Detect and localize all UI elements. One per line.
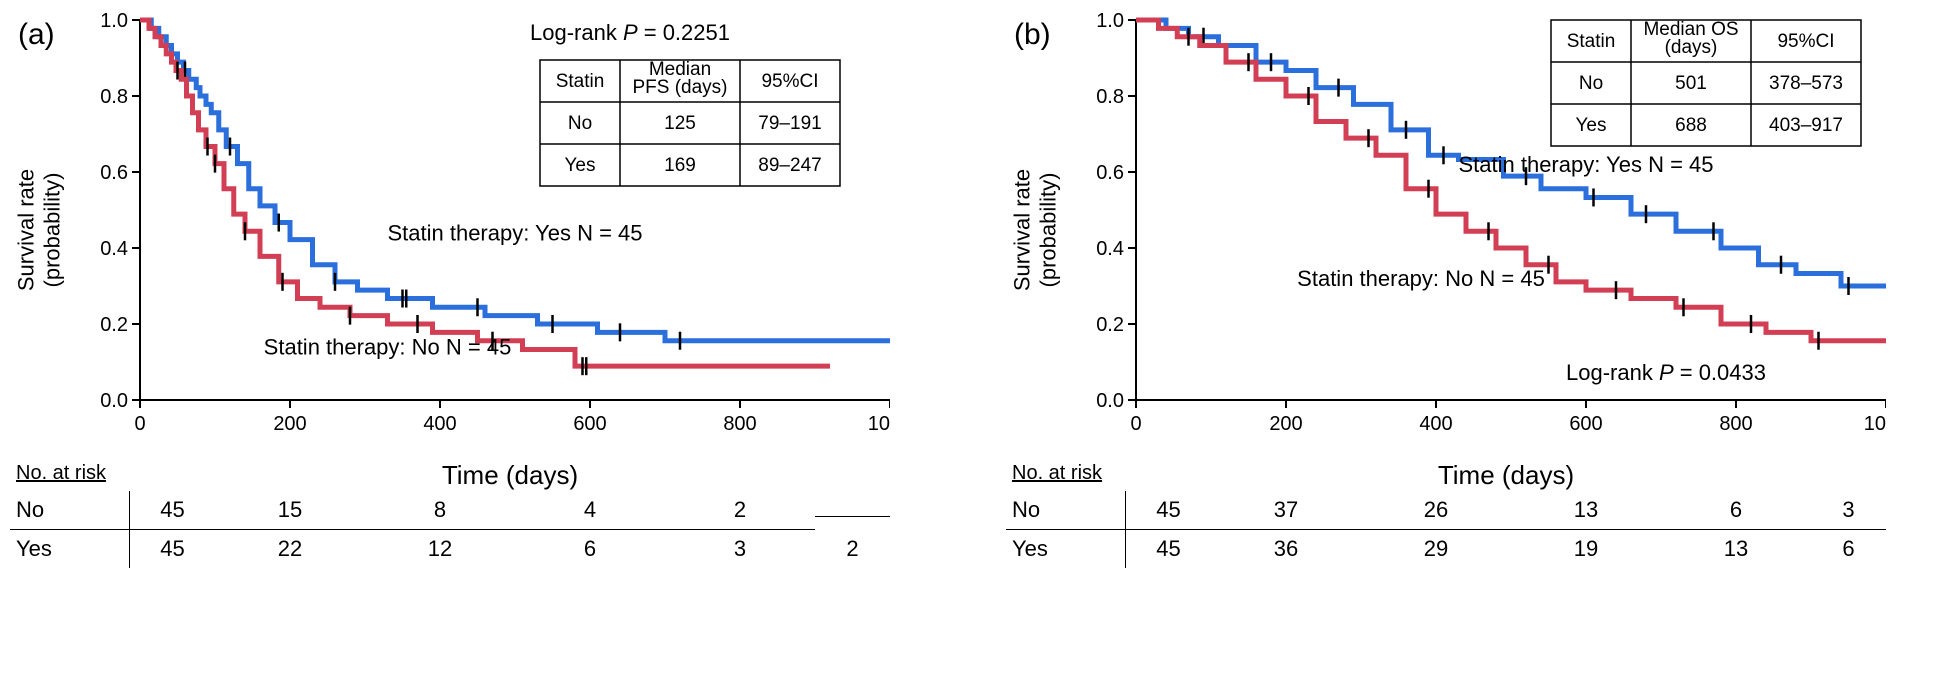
risk-cell: 15 — [215, 491, 365, 530]
panel-a: (a)Survival rate(probability)0.00.20.40.… — [10, 10, 946, 568]
inset-cell: Yes — [1576, 115, 1607, 136]
y-axis-label-line2: (probability) — [1036, 169, 1062, 291]
inset-cell: 378–573 — [1769, 73, 1843, 94]
inset-cell: 403–917 — [1769, 115, 1843, 136]
risk-cell: 4 — [515, 491, 665, 530]
y-tick-label: 0.2 — [100, 314, 128, 336]
y-axis-label-line2: (probability) — [40, 169, 66, 291]
km-chart: 0.0 0.2 0.4 0.6 0.8 1.0 0 200 400 600 800 1000 Stati… — [70, 10, 890, 450]
km-chart: 0.0 0.2 0.4 0.6 0.8 1.0 0 200 400 600 800 1000 Stati… — [1066, 10, 1886, 450]
risk-cell: 22 — [215, 530, 365, 568]
inset-cell: Yes — [565, 155, 596, 176]
figure-root: (a)Survival rate(probability)0.00.20.40.… — [10, 10, 1942, 568]
y-tick-label: 0.4 — [1096, 238, 1124, 260]
inset-cell: 95%CI — [761, 71, 818, 92]
y-tick-label: 0.8 — [100, 86, 128, 108]
risk-cell: 36 — [1211, 530, 1361, 568]
risk-cell: 45 — [130, 530, 215, 568]
inset-cell: 79–191 — [758, 113, 821, 134]
inset-cell: (days) — [1665, 37, 1718, 58]
risk-cell: 2 — [815, 530, 890, 568]
x-tick-label: 0 — [1130, 413, 1141, 435]
inset-cell: Statin — [556, 71, 605, 92]
inset-cell: 688 — [1675, 115, 1707, 136]
y-tick-label: 0.2 — [1096, 314, 1124, 336]
below-chart: Time (days)No. at riskNo4515842Yes452212… — [10, 454, 946, 568]
inset-cell: 125 — [664, 113, 696, 134]
inset-cell: 169 — [664, 155, 696, 176]
x-axis-label: Time (days) — [1126, 460, 1886, 491]
x-tick-label: 0 — [134, 413, 145, 435]
x-tick-label: 1000 — [868, 413, 890, 435]
x-tick-label: 400 — [1419, 413, 1452, 435]
inset-cell: PFS (days) — [632, 77, 727, 98]
y-tick-label: 0.0 — [100, 390, 128, 412]
risk-cell: 26 — [1361, 491, 1511, 530]
x-tick-label: 800 — [723, 413, 756, 435]
inset-cell: 89–247 — [758, 155, 821, 176]
series-label-no: Statin therapy: No N = 45 — [264, 334, 512, 359]
risk-cell: 8 — [365, 491, 515, 530]
risk-cell: 12 — [365, 530, 515, 568]
risk-cell: 3 — [1811, 491, 1886, 530]
risk-cell: 6 — [1661, 491, 1811, 530]
x-tick-label: 200 — [273, 413, 306, 435]
y-tick-label: 1.0 — [1096, 10, 1124, 32]
risk-cell: 45 — [1126, 530, 1211, 568]
x-tick-label: 1000 — [1864, 413, 1886, 435]
series-label-yes: Statin therapy: Yes N = 45 — [387, 220, 642, 245]
risk-table-header: No. at risk — [10, 462, 130, 491]
y-tick-label: 0.4 — [100, 238, 128, 260]
series-label-no: Statin therapy: No N = 45 — [1297, 266, 1545, 291]
x-tick-label: 600 — [1569, 413, 1602, 435]
y-axis-label: Survival rate(probability) — [14, 169, 67, 291]
x-axis-label: Time (days) — [130, 460, 890, 491]
risk-row-label: No — [10, 491, 130, 530]
inset-cell: 95%CI — [1777, 31, 1834, 52]
y-axis-label: Survival rate(probability) — [1010, 169, 1063, 291]
inset-cell: Statin — [1567, 31, 1616, 52]
y-axis-label-line1: Survival rate — [1010, 169, 1036, 291]
risk-table-header: No. at risk — [1006, 462, 1126, 491]
inset-cell: 501 — [1675, 73, 1707, 94]
risk-cell: 3 — [665, 530, 815, 568]
logrank-text: Log-rank P = 0.0433 — [1566, 360, 1766, 385]
x-tick-label: 800 — [1719, 413, 1752, 435]
risk-cell: 6 — [1811, 530, 1886, 568]
x-tick-label: 400 — [423, 413, 456, 435]
risk-cell: 37 — [1211, 491, 1361, 530]
inset-cell: No — [568, 113, 592, 134]
y-tick-label: 0.6 — [100, 162, 128, 184]
risk-cell — [815, 504, 890, 517]
below-chart: Time (days)No. at riskNo4537261363Yes453… — [1006, 454, 1942, 568]
risk-cell: 6 — [515, 530, 665, 568]
series-label-yes: Statin therapy: Yes N = 45 — [1458, 152, 1713, 177]
risk-cell: 2 — [665, 491, 815, 530]
risk-table: Time (days)No. at riskNo4515842Yes452212… — [10, 454, 946, 568]
risk-row-label: Yes — [1006, 530, 1126, 568]
y-tick-label: 0.6 — [1096, 162, 1124, 184]
y-tick-label: 0.8 — [1096, 86, 1124, 108]
risk-cell: 13 — [1661, 530, 1811, 568]
x-tick-label: 200 — [1269, 413, 1302, 435]
risk-cell: 29 — [1361, 530, 1511, 568]
risk-cell: 13 — [1511, 491, 1661, 530]
risk-table: Time (days)No. at riskNo4537261363Yes453… — [1006, 454, 1942, 568]
risk-cell: 19 — [1511, 530, 1661, 568]
y-tick-label: 0.0 — [1096, 390, 1124, 412]
y-tick-label: 1.0 — [100, 10, 128, 32]
x-tick-label: 600 — [573, 413, 606, 435]
risk-cell: 45 — [130, 491, 215, 530]
logrank-text: Log-rank P = 0.2251 — [530, 20, 730, 45]
risk-row-label: No — [1006, 491, 1126, 530]
risk-cell: 45 — [1126, 491, 1211, 530]
risk-row-label: Yes — [10, 530, 130, 568]
panel-b: (b)Survival rate(probability)0.00.20.40.… — [1006, 10, 1942, 568]
inset-cell: No — [1579, 73, 1603, 94]
y-axis-label-line1: Survival rate — [14, 169, 40, 291]
